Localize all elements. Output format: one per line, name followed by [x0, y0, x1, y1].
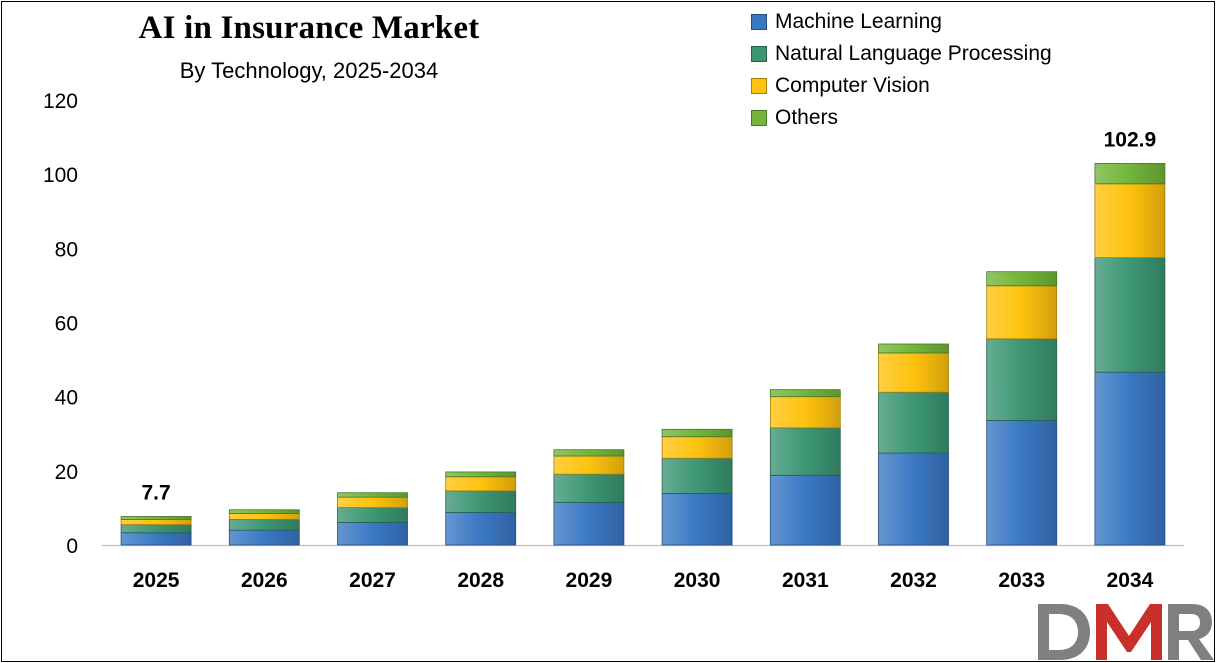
x-tick-label: 2031	[782, 569, 829, 592]
x-tick-label: 2026	[241, 569, 288, 592]
bar-segment	[337, 521, 408, 546]
bar-segment	[337, 507, 408, 523]
bar-segment	[228, 513, 300, 520]
legend-label: Machine Learning	[775, 10, 942, 33]
bar-segment	[769, 427, 841, 476]
y-tick-label: 60	[55, 313, 78, 336]
bar-segment	[661, 436, 733, 459]
x-tick-label: 2029	[566, 569, 613, 592]
bar-segment	[120, 519, 192, 526]
y-tick-label: 100	[43, 164, 78, 187]
chart-title: AI in Insurance Market	[138, 10, 480, 46]
bar-segment	[661, 457, 733, 494]
dmr-logo	[1038, 604, 1214, 660]
bar-segment	[986, 271, 1058, 287]
bar-segment	[445, 490, 517, 513]
bar-segment	[337, 492, 408, 498]
legend-swatch	[751, 78, 767, 94]
chart-legend: Machine Learning Natural Language Proces…	[751, 6, 1052, 134]
bar-segment	[553, 501, 625, 546]
legend-swatch	[751, 46, 767, 62]
bar-segment	[337, 496, 408, 508]
bar-segment	[878, 343, 949, 354]
bar-segment	[120, 516, 192, 520]
bar-segment	[1094, 163, 1166, 185]
x-tick-label: 2025	[133, 569, 180, 592]
y-axis: 0 20 40 60 80 100 120	[43, 90, 78, 558]
chart-subtitle: By Technology, 2025-2034	[179, 58, 439, 83]
bar-segment	[120, 524, 192, 534]
x-tick-label: 2030	[674, 569, 721, 592]
data-label: 7.7	[141, 481, 170, 504]
legend-item-machine-learning: Machine Learning	[751, 6, 1052, 38]
x-tick-label: 2033	[998, 569, 1045, 592]
x-tick-label: 2028	[457, 569, 504, 592]
x-tick-label: 2032	[890, 569, 937, 592]
bar-segment	[769, 396, 841, 429]
bar-segment	[445, 476, 517, 492]
legend-item-computer-vision: Computer Vision	[751, 70, 1052, 102]
y-tick-label: 40	[55, 387, 78, 410]
x-tick-label: 2027	[349, 569, 396, 592]
bar-segment	[769, 474, 841, 546]
x-axis: 2025 2026 2027 2028 2029 2030 2031 2032 2033 2034	[102, 544, 1184, 592]
bar-segment	[878, 452, 949, 546]
y-tick-label: 120	[43, 90, 78, 113]
y-tick-label: 0	[66, 535, 78, 558]
bar-segment	[878, 352, 949, 393]
bar-segment	[1094, 183, 1166, 259]
bar-segment	[986, 285, 1058, 340]
legend-item-nlp: Natural Language Processing	[751, 38, 1052, 70]
bars	[120, 163, 1166, 546]
y-tick-label: 20	[55, 461, 78, 484]
bar-segment	[228, 529, 300, 546]
bar-segment	[769, 389, 841, 398]
bar-segment	[1094, 257, 1166, 373]
bar-segment	[553, 473, 625, 503]
data-label: 102.9	[1104, 128, 1157, 151]
bar-segment	[878, 391, 949, 454]
legend-label: Natural Language Processing	[775, 42, 1052, 65]
bar-segment	[228, 509, 300, 514]
bar-segment	[661, 493, 733, 546]
bar-segment	[120, 532, 192, 546]
bar-segment	[228, 519, 300, 531]
legend-swatch	[751, 110, 767, 126]
bar-segment	[445, 511, 517, 546]
bar-segment	[553, 449, 625, 457]
legend-item-others: Others	[751, 102, 1052, 134]
x-tick-label: 2034	[1107, 569, 1154, 592]
y-tick-label: 80	[55, 238, 78, 261]
legend-label: Computer Vision	[775, 74, 930, 97]
legend-label: Others	[775, 106, 839, 129]
legend-swatch	[751, 14, 767, 30]
bar-segment	[661, 428, 733, 438]
bar-segment	[1094, 371, 1166, 546]
data-labels: 7.7 102.9	[141, 128, 1156, 504]
bar-segment	[553, 455, 625, 475]
bar-segment	[986, 419, 1058, 546]
bar-segment	[445, 471, 517, 478]
bar-segment	[986, 338, 1058, 421]
